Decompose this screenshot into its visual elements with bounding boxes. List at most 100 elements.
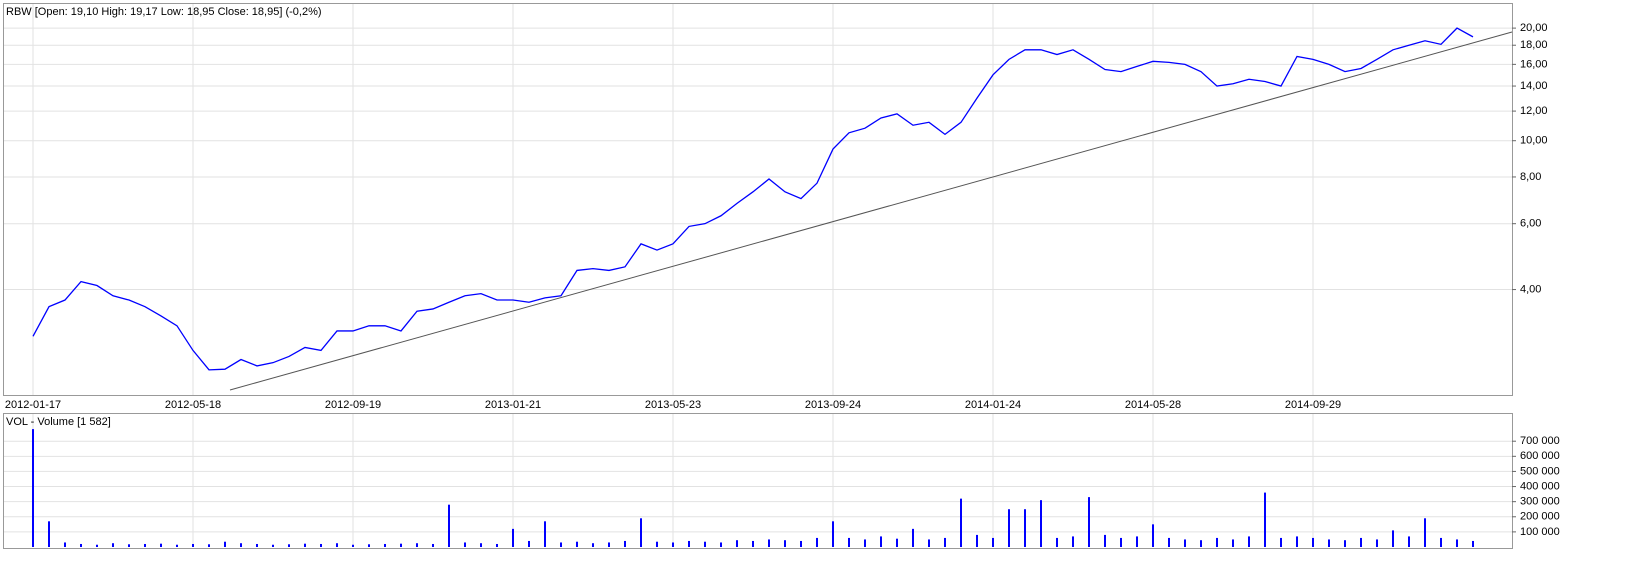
volume-bar bbox=[1360, 537, 1362, 547]
volume-bar bbox=[656, 541, 658, 547]
x-tick-label: 2014-05-28 bbox=[1125, 399, 1181, 411]
volume-bar bbox=[224, 541, 226, 547]
volume-bar bbox=[912, 528, 914, 547]
volume-bar bbox=[208, 544, 210, 547]
volume-bar bbox=[960, 498, 962, 547]
volume-bar bbox=[256, 543, 258, 547]
volume-bar bbox=[32, 429, 34, 547]
y-tick-label: 100 000 bbox=[1520, 526, 1560, 538]
x-tick-label: 2012-09-19 bbox=[325, 399, 381, 411]
volume-bar bbox=[1392, 530, 1394, 547]
volume-bar bbox=[1200, 540, 1202, 547]
volume-bar bbox=[672, 542, 674, 547]
volume-bar bbox=[272, 544, 274, 547]
volume-bar bbox=[1328, 539, 1330, 547]
volume-bar bbox=[240, 543, 242, 547]
volume-bar bbox=[736, 540, 738, 547]
y-tick-label: 600 000 bbox=[1520, 450, 1560, 462]
volume-bar bbox=[144, 543, 146, 547]
x-tick-label: 2013-01-21 bbox=[485, 399, 541, 411]
volume-bar bbox=[1056, 537, 1058, 547]
volume-bar bbox=[1472, 540, 1474, 547]
volume-bar bbox=[1120, 537, 1122, 547]
volume-bar bbox=[976, 534, 978, 547]
y-tick-label: 700 000 bbox=[1520, 435, 1560, 447]
volume-bar bbox=[1024, 509, 1026, 547]
x-tick-label: 2013-09-24 bbox=[805, 399, 861, 411]
y-tick-label: 6,00 bbox=[1520, 218, 1541, 230]
volume-bar bbox=[80, 543, 82, 547]
y-tick-label: 4,00 bbox=[1520, 283, 1541, 295]
volume-bar bbox=[1104, 534, 1106, 547]
volume-bar bbox=[704, 541, 706, 547]
volume-bar bbox=[1168, 537, 1170, 547]
x-tick-label: 2012-05-18 bbox=[165, 399, 221, 411]
volume-bar bbox=[512, 528, 514, 547]
volume-bar bbox=[1344, 540, 1346, 547]
volume-bar bbox=[576, 541, 578, 547]
volume-bar bbox=[560, 542, 562, 547]
volume-bar bbox=[1424, 518, 1426, 547]
x-tick-label: 2014-01-24 bbox=[965, 399, 1021, 411]
volume-bar bbox=[176, 544, 178, 547]
trend-line bbox=[229, 31, 1513, 391]
volume-bar bbox=[1408, 536, 1410, 547]
volume-bar bbox=[160, 543, 162, 547]
volume-bar bbox=[464, 542, 466, 547]
volume-bar bbox=[1040, 500, 1042, 547]
volume-bar bbox=[1184, 539, 1186, 547]
x-tick-label: 2012-01-17 bbox=[5, 399, 61, 411]
volume-bar bbox=[864, 539, 866, 547]
volume-bar bbox=[96, 544, 98, 547]
volume-bar bbox=[1280, 537, 1282, 547]
volume-bar bbox=[592, 543, 594, 547]
y-tick-label: 12,00 bbox=[1520, 105, 1548, 117]
volume-bar bbox=[1296, 536, 1298, 547]
price-panel bbox=[3, 3, 1513, 396]
volume-bar bbox=[352, 544, 354, 547]
volume-bar bbox=[1248, 536, 1250, 547]
volume-bar bbox=[784, 540, 786, 547]
volume-bar bbox=[1312, 537, 1314, 547]
y-tick-label: 300 000 bbox=[1520, 496, 1560, 508]
volume-bar bbox=[832, 521, 834, 547]
volume-bar bbox=[400, 543, 402, 547]
volume-bar bbox=[416, 543, 418, 547]
x-tick-label: 2013-05-23 bbox=[645, 399, 701, 411]
volume-bar bbox=[64, 542, 66, 547]
volume-bar bbox=[1456, 539, 1458, 547]
volume-bar bbox=[880, 536, 882, 547]
volume-bar bbox=[608, 542, 610, 547]
y-tick-label: 200 000 bbox=[1520, 511, 1560, 523]
y-tick-label: 20,00 bbox=[1520, 22, 1548, 34]
volume-bar bbox=[688, 540, 690, 547]
y-tick-label: 400 000 bbox=[1520, 480, 1560, 492]
volume-bar bbox=[496, 543, 498, 547]
volume-bar bbox=[1216, 537, 1218, 547]
volume-bar bbox=[1440, 537, 1442, 547]
volume-bar bbox=[624, 540, 626, 547]
y-tick-label: 14,00 bbox=[1520, 80, 1548, 92]
volume-bar bbox=[752, 540, 754, 547]
volume-bar bbox=[288, 544, 290, 547]
volume-bar bbox=[368, 544, 370, 547]
volume-bar bbox=[112, 543, 114, 547]
volume-bar bbox=[1376, 539, 1378, 547]
volume-bar bbox=[1136, 536, 1138, 547]
volume-bar bbox=[48, 521, 50, 547]
volume-bar bbox=[1088, 497, 1090, 547]
volume-bar bbox=[1232, 539, 1234, 547]
volume-bar bbox=[848, 537, 850, 547]
panel-title: RBW [Open: 19,10 High: 19,17 Low: 18,95 … bbox=[6, 6, 322, 18]
volume-bar bbox=[1264, 492, 1266, 547]
panel-title: VOL - Volume [1 582] bbox=[6, 416, 111, 428]
volume-bar bbox=[192, 543, 194, 547]
volume-panel bbox=[3, 413, 1513, 549]
volume-bar bbox=[720, 542, 722, 547]
volume-bar bbox=[928, 539, 930, 547]
volume-bar bbox=[336, 543, 338, 547]
volume-bar bbox=[528, 540, 530, 547]
price-line bbox=[32, 27, 1474, 371]
volume-bar bbox=[816, 537, 818, 547]
